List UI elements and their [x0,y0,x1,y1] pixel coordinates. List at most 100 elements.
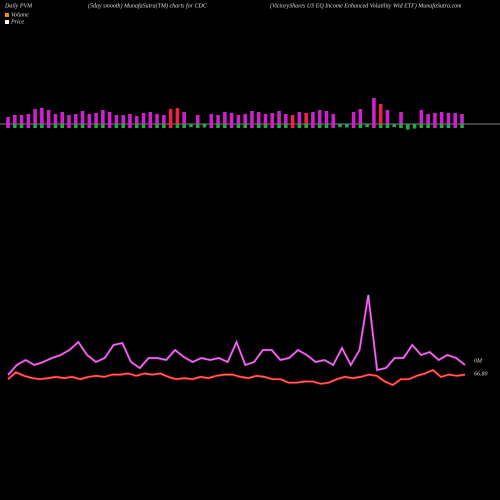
volume-bar-tail [182,124,186,128]
volume-bar-tail [385,124,390,128]
volume-bar-tail [439,124,444,128]
legend-label: Volume [11,12,29,18]
series-line [7,294,466,376]
volume-bar-tail [148,124,153,128]
volume-bar [94,113,98,124]
volume-bar-tail [162,124,166,128]
legend-swatch [5,13,9,17]
volume-bar-tail [128,124,132,128]
volume-bar [392,124,397,128]
volume-bar [12,115,17,124]
volume-bar-tail [216,124,220,128]
volume-bar [162,115,166,124]
volume-bar [114,115,119,124]
volume-bar [67,115,71,124]
volume-bar-tail [453,124,458,128]
volume-bar [175,108,180,124]
volume-bar-tail [250,124,254,128]
volume-bar [365,124,369,128]
volume-bar-tail [270,124,275,128]
volume-bar-tail [6,124,10,128]
volume-bar [419,110,424,124]
volume-bar-tail [60,124,65,128]
volume-bar [263,114,268,124]
volume-bar [6,117,10,124]
volume-bar [46,110,51,124]
volume-bar-tail [419,124,424,128]
volume-bar [243,114,247,124]
series-line-highlight [7,369,466,386]
volume-bar-tail [304,124,308,128]
volume-bar [236,115,241,124]
volume-bar [40,108,44,124]
volume-bar-tail [433,124,437,128]
volume-bar [460,114,464,124]
volume-bar [351,112,356,124]
volume-bar [229,113,234,124]
volume-bar [277,111,281,124]
volume-bar-tail [229,124,234,128]
volume-bar [121,115,125,124]
volume-bar-tail [73,124,78,128]
volume-bar [155,114,159,124]
chart-subtitle: (5day smooth) MunafaSutra(TM) charts for… [88,2,208,9]
legend-label: Price [10,19,24,25]
volume-bar-tail [399,124,403,128]
chart-description: (VictoryShares US EQ Income Enhanced Vol… [270,2,462,9]
volume-bar [168,109,173,124]
volume-bar-tail [168,124,173,128]
volume-bar [453,113,458,124]
volume-bar-tail [26,124,31,128]
volume-bar-tail [175,124,180,128]
volume-bar [250,111,254,124]
volume-bar-tail [426,124,430,128]
volume-bar-tail [101,124,105,128]
volume-bar-tail [94,124,98,128]
volume-bar [33,109,37,124]
volume-bar-tail [107,124,112,128]
volume-bar [304,113,308,124]
volume-bar [128,114,132,124]
volume-bar-tail [141,124,146,128]
volume-bar-tail [351,124,356,128]
volume-bar [26,114,31,124]
volume-bar-tail [290,124,295,128]
volume-bar-tail [263,124,268,128]
volume-bar-tail [121,124,125,128]
volume-bar-tail [155,124,159,128]
volume-bar [53,114,58,124]
volume-bar-tail [134,124,139,128]
volume-bar [80,111,85,124]
volume-bar [358,109,363,124]
volume-bar [378,104,383,124]
volume-bar [19,115,24,124]
volume-bar-tail [12,124,17,128]
volume-bar [338,124,342,128]
volume-bar-tail [297,124,302,128]
volume-bar [101,110,105,124]
volume-bar-tail [87,124,92,128]
volume-bar [446,113,451,124]
volume-bar [331,114,336,124]
volume-bar [385,110,390,124]
volume-bar [87,114,92,124]
volume-bar-tail [236,124,241,128]
volume-bar [297,112,302,124]
volume-bar-tail [317,124,322,128]
volume-bar [270,113,275,124]
volume-bar [324,111,329,124]
volume-bar-tail [358,124,363,128]
chart-title: Daily PVM [4,3,33,9]
volume-bar-tail [19,124,24,128]
volume-bar-tail [80,124,85,128]
volume-bar-tail [324,124,329,128]
volume-bar-tail [209,124,214,128]
volume-bar-tail [223,124,227,128]
volume-bar-tail [311,124,315,128]
volume-bar [216,115,220,124]
volume-bar [317,110,322,124]
legend-swatch [5,20,9,24]
volume-bar-tail [331,124,336,128]
volume-bar [141,113,146,124]
